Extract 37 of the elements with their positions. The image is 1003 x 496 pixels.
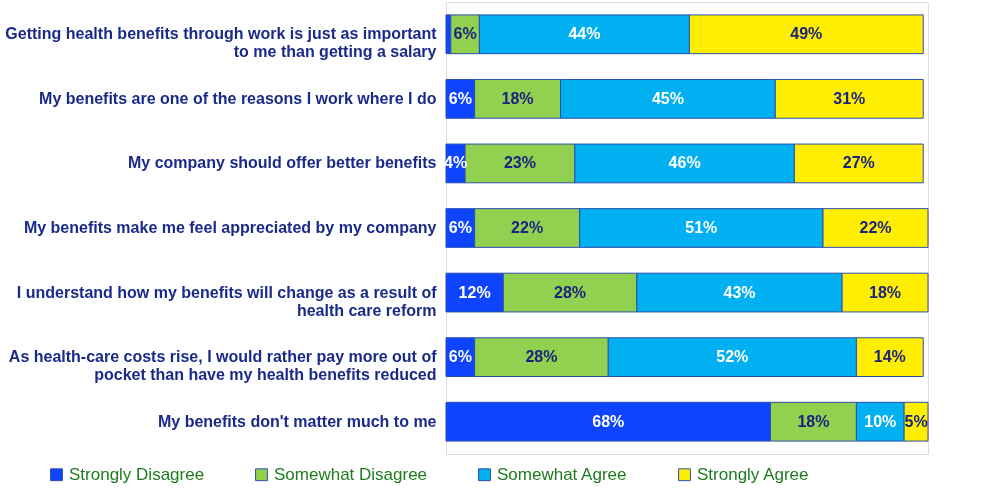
data-label: 43% <box>723 283 756 301</box>
y-tick-label: As health-care costs rise, I would rather pay more out of pocket than have my health benefits reduced <box>8 348 438 384</box>
data-label: 18% <box>869 283 902 301</box>
data-label: 6% <box>448 348 472 366</box>
data-label: 23% <box>503 154 536 172</box>
data-label: 27% <box>842 154 875 172</box>
y-tick-label: I understand how my benefits will change as a result of health care reform <box>16 283 438 319</box>
data-label: 6% <box>453 25 477 43</box>
data-label: 5% <box>904 412 928 430</box>
legend-label: Somewhat Agree <box>497 464 627 484</box>
legend-label: Strongly Disagree <box>69 464 205 484</box>
data-label: 46% <box>668 154 701 172</box>
data-label: 18% <box>797 412 830 430</box>
legend-label: Strongly Agree <box>697 464 809 484</box>
data-label: 22% <box>511 219 544 236</box>
y-tick-label: Getting health benefits through work is just as important to me than getting a salary <box>5 25 438 61</box>
y-tick-label: My benefits don't matter much to me <box>158 412 437 430</box>
y-tick-label: My benefits make me feel appreciated by my company <box>23 219 437 236</box>
data-label: 45% <box>651 89 684 107</box>
data-label: 49% <box>790 25 823 43</box>
data-label: 22% <box>859 219 892 236</box>
y-tick-label: My benefits are one of the reasons I work where I do <box>39 89 437 107</box>
data-label: 12% <box>458 283 491 301</box>
data-label: 18% <box>501 89 534 107</box>
legend-label: Somewhat Disagree <box>274 464 428 484</box>
y-tick-label: My company should offer better benefits <box>128 154 437 172</box>
data-label: 68% <box>592 412 625 430</box>
data-label: 52% <box>716 348 749 366</box>
data-label: 10% <box>864 412 897 430</box>
data-label: 6% <box>448 219 472 236</box>
data-label: 28% <box>554 283 587 301</box>
data-label: 6% <box>448 89 472 107</box>
data-label: 28% <box>525 348 558 366</box>
data-label: 31% <box>833 89 866 107</box>
data-label: 44% <box>568 25 601 43</box>
data-label: 51% <box>685 219 718 236</box>
data-label: 14% <box>873 348 906 366</box>
